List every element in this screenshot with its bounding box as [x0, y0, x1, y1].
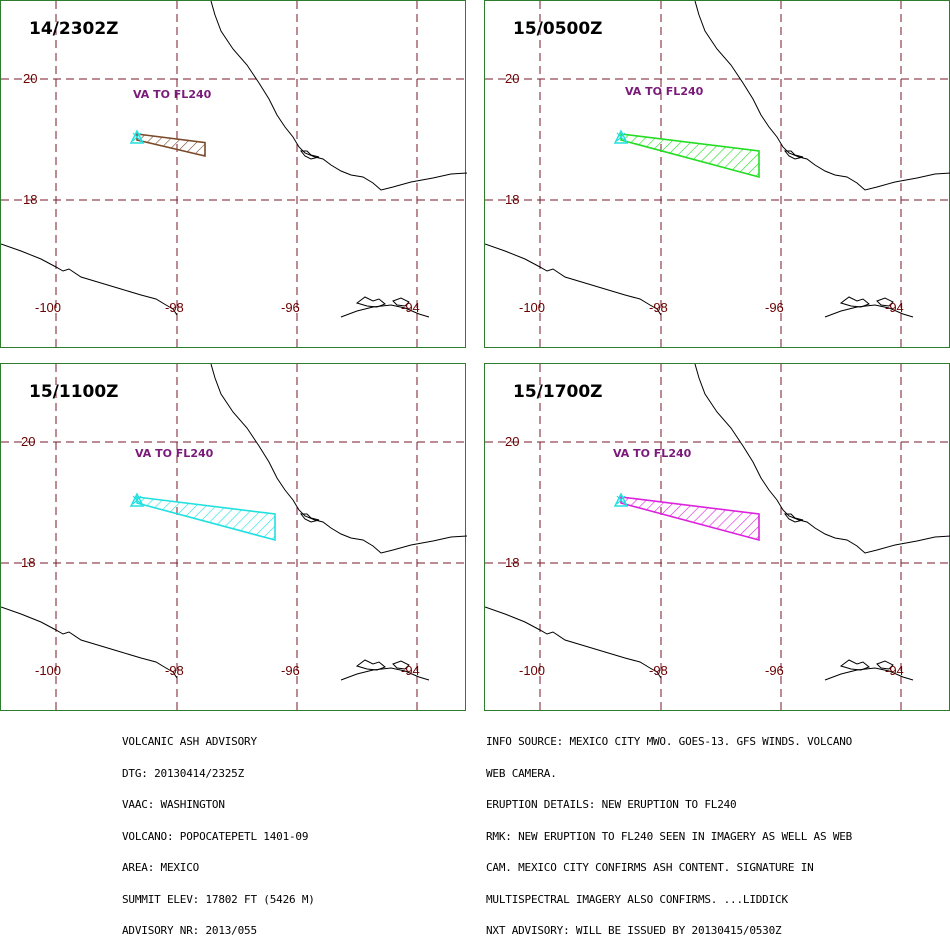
advisory-line: AREA: MEXICO: [122, 861, 200, 874]
lon-label-98: -98: [649, 300, 668, 315]
ash-cloud-polygon: [136, 496, 276, 542]
advisory-line: VOLCANIC ASH ADVISORY: [122, 735, 257, 748]
map-panel-3: 15/1100Z VA TO FL240 20 18 -100 -98 -96 …: [0, 363, 467, 712]
lat-label-20: 20: [505, 434, 520, 449]
lat-label-18: 18: [505, 555, 520, 570]
lake-outline: [392, 660, 410, 670]
volcano-marker-cross: [132, 132, 142, 142]
pacific-coastline: [1, 606, 178, 679]
lake-outline: [876, 297, 894, 307]
gulf-coastline: [210, 364, 467, 554]
southeast-coastline: [824, 667, 914, 681]
lat-label-20: 20: [23, 71, 38, 86]
triangle-icon: [613, 129, 629, 144]
advisory-line: WEB CAMERA.: [486, 766, 557, 780]
lagoon-outline: [299, 150, 320, 160]
gulf-coastline: [694, 1, 950, 191]
lon-label-100: -100: [35, 663, 62, 678]
advisory-line: INFO SOURCE: MEXICO CITY MWO. GOES-13. G…: [486, 735, 853, 748]
southeast-coastline: [824, 304, 914, 318]
lon-label-94: -94: [885, 300, 904, 315]
lagoon-outline: [783, 513, 804, 523]
panel-title: 15/0500Z: [513, 19, 603, 39]
ash-cloud-polygon: [136, 133, 206, 158]
lon-label-100: -100: [519, 300, 546, 315]
volcano-marker-cross: [132, 495, 142, 505]
lake-outline: [392, 297, 410, 307]
advisory-line: ERUPTION DETAILS: NEW ERUPTION TO FL240: [486, 798, 737, 811]
advisory-remarks-block: INFO SOURCE: MEXICO CITY MWO. GOES-13. G…: [486, 716, 852, 947]
gulf-coastline: [694, 364, 950, 554]
southeast-coastline: [340, 667, 430, 681]
lon-label-96: -96: [765, 300, 784, 315]
va-label: VA TO FL240: [133, 88, 212, 101]
lon-label-98: -98: [649, 663, 668, 678]
southeast-coastline: [340, 304, 430, 318]
advisory-line: SUMMIT ELEV: 17802 FT (5426 M): [122, 892, 315, 906]
map-canvas-4: [485, 364, 950, 712]
advisory-line: ADVISORY NR: 2013/055: [122, 924, 257, 937]
lat-label-18: 18: [21, 555, 36, 570]
panel-title: 15/1700Z: [513, 382, 603, 402]
lon-label-100: -100: [519, 663, 546, 678]
lat-label-20: 20: [505, 71, 520, 86]
map-panel-2: 15/0500Z VA TO FL240 20 18 -100 -98 -96 …: [484, 0, 950, 349]
map-panel-1: 14/2302Z VA TO FL240 20 18 -100 -98 -96 …: [0, 0, 467, 349]
pacific-coastline: [485, 606, 662, 679]
advisory-line: VAAC: WASHINGTON: [122, 798, 225, 811]
lon-label-98: -98: [165, 663, 184, 678]
lon-label-98: -98: [165, 300, 184, 315]
lat-label-18: 18: [23, 192, 38, 207]
lagoon-outline: [299, 513, 320, 523]
lake-outline: [355, 659, 386, 671]
pacific-coastline: [485, 243, 662, 316]
advisory-line: RMK: NEW ERUPTION TO FL240 SEEN IN IMAGE…: [486, 829, 853, 843]
lon-label-96: -96: [765, 663, 784, 678]
map-panel-4: 15/1700Z VA TO FL240 20 18 -100 -98 -96 …: [484, 363, 950, 712]
lon-label-94: -94: [401, 663, 420, 678]
lat-label-20: 20: [21, 434, 36, 449]
map-canvas-2: [485, 1, 950, 349]
lake-outline: [839, 296, 870, 308]
lon-label-96: -96: [281, 300, 300, 315]
lake-outline: [839, 659, 870, 671]
panel-title: 15/1100Z: [29, 382, 119, 402]
lon-label-94: -94: [401, 300, 420, 315]
volcano-marker-cross: [616, 495, 626, 505]
map-canvas-3: [1, 364, 467, 712]
lon-label-94: -94: [885, 663, 904, 678]
ash-cloud-polygon: [620, 133, 760, 179]
advisory-line: NXT ADVISORY: WILL BE ISSUED BY 20130415…: [486, 924, 782, 937]
triangle-icon: [129, 492, 145, 507]
lagoon-outline: [783, 150, 804, 160]
map-canvas-1: [1, 1, 467, 349]
ash-cloud-polygon: [620, 496, 760, 542]
volcano-marker-cross: [616, 132, 626, 142]
lat-label-18: 18: [505, 192, 520, 207]
lon-label-100: -100: [35, 300, 62, 315]
va-label: VA TO FL240: [625, 85, 704, 98]
gulf-coastline: [210, 1, 467, 191]
triangle-icon: [613, 492, 629, 507]
lon-label-96: -96: [281, 663, 300, 678]
va-label: VA TO FL240: [613, 447, 692, 460]
advisory-line: DTG: 20130414/2325Z: [122, 766, 245, 780]
panel-title: 14/2302Z: [29, 19, 119, 39]
advisory-line: CAM. MEXICO CITY CONFIRMS ASH CONTENT. S…: [486, 861, 814, 874]
advisory-header-block: VOLCANIC ASH ADVISORY DTG: 20130414/2325…: [122, 716, 315, 947]
lake-outline: [355, 296, 386, 308]
advisory-line: MULTISPECTRAL IMAGERY ALSO CONFIRMS. ...…: [486, 892, 788, 906]
pacific-coastline: [1, 243, 178, 316]
advisory-line: VOLCANO: POPOCATEPETL 1401-09: [122, 829, 309, 843]
va-label: VA TO FL240: [135, 447, 214, 460]
lake-outline: [876, 660, 894, 670]
triangle-icon: [129, 129, 145, 144]
